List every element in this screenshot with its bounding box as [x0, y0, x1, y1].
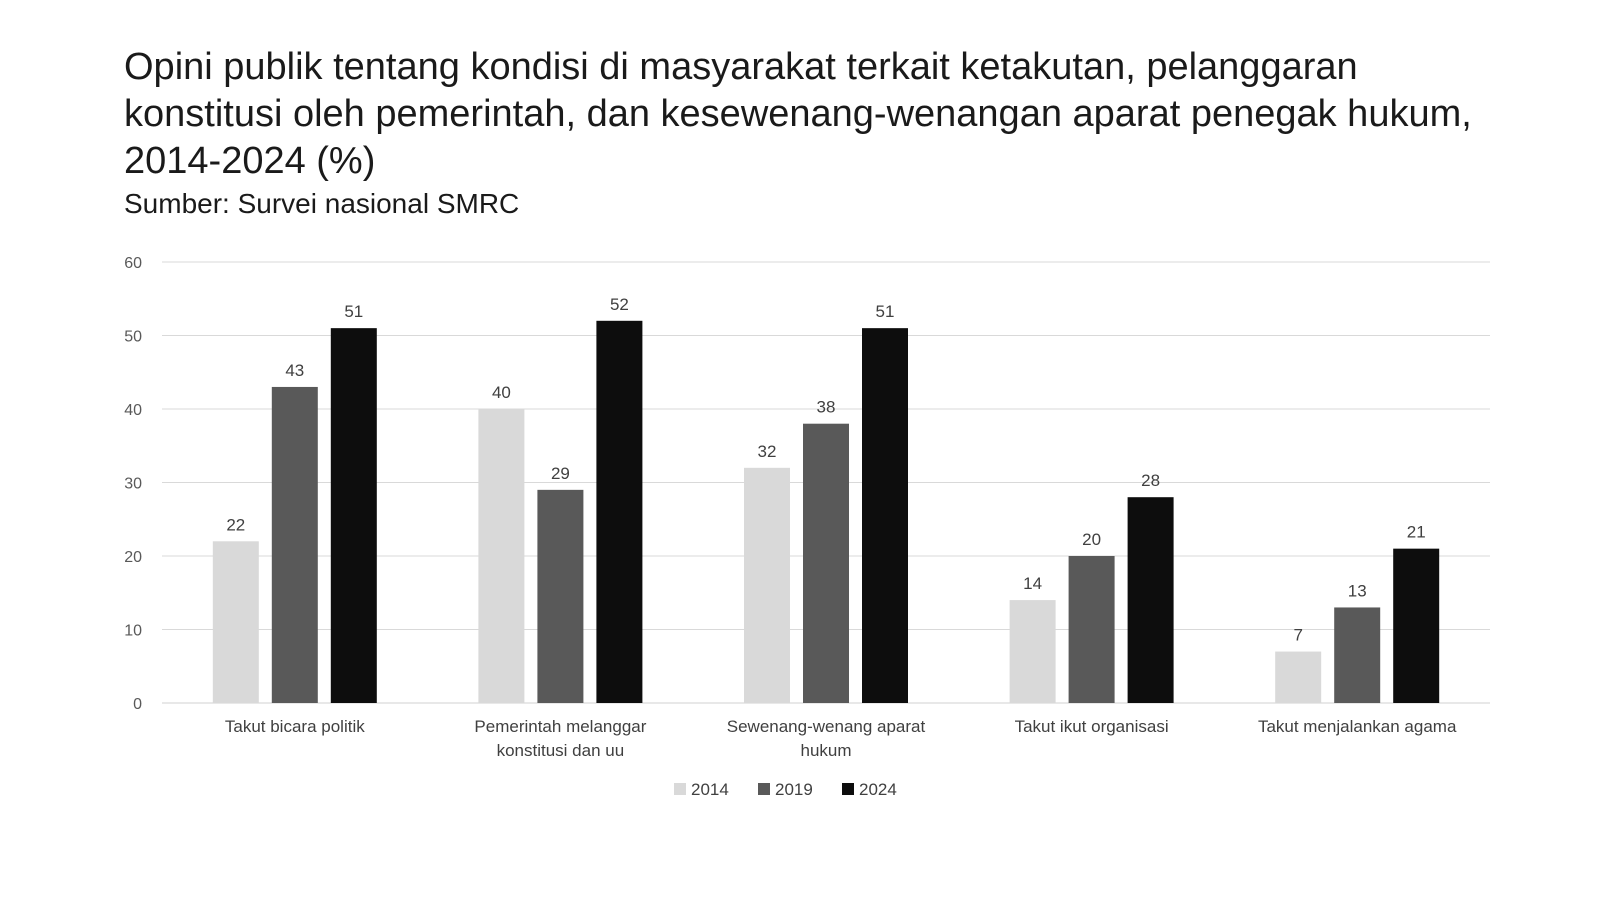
data-label: 14 [1023, 574, 1042, 593]
y-axis: 0 10 20 30 40 50 60 [124, 255, 142, 713]
x-axis: Takut bicara politik Pemerintah melanggar… [225, 717, 1457, 760]
data-label: 40 [492, 383, 511, 402]
data-label: 51 [344, 302, 363, 321]
bar-2014-3 [744, 467, 790, 703]
category-label: Sewenang-wenang aparat [727, 717, 926, 736]
category-label: Pemerintah melanggar [474, 717, 646, 736]
bar-2014-4 [1009, 600, 1056, 703]
bar-2019-2 [537, 489, 584, 703]
category-label: konstitusi dan uu [497, 741, 625, 760]
legend-swatch-2019 [758, 783, 770, 795]
y-tick-label: 50 [124, 329, 142, 346]
y-tick-label: 60 [124, 255, 142, 272]
data-label: 22 [226, 515, 245, 534]
bar-2024-2 [596, 320, 643, 703]
legend: 2014 2019 2024 [674, 780, 897, 799]
data-label: 43 [285, 361, 304, 380]
bar-2019-1 [271, 386, 318, 703]
legend-label-2019: 2019 [775, 780, 813, 799]
data-label: 7 [1293, 626, 1302, 645]
data-label: 29 [551, 464, 570, 483]
data-label: 13 [1348, 581, 1367, 600]
data-label: 38 [817, 398, 836, 417]
bar-2024-4 [1127, 497, 1174, 703]
category-label: Takut bicara politik [225, 717, 365, 736]
legend-swatch-2024 [842, 783, 854, 795]
y-tick-label: 30 [124, 476, 142, 493]
y-tick-label: 20 [124, 549, 142, 566]
data-label: 52 [610, 295, 629, 314]
bars: 22 43 51 40 29 52 32 38 51 14 20 28 7 13 21 [212, 295, 1440, 703]
y-tick-label: 40 [124, 402, 142, 419]
bar-2014-5 [1275, 651, 1322, 703]
bar-2019-4 [1068, 556, 1115, 703]
data-label: 21 [1407, 523, 1426, 542]
y-tick-label: 0 [133, 696, 142, 713]
legend-swatch-2014 [674, 783, 686, 795]
chart-subtitle: Sumber: Survei nasional SMRC [124, 188, 520, 219]
bar-2024-5 [1393, 548, 1440, 703]
category-label: Takut ikut organisasi [1015, 717, 1169, 736]
data-label: 51 [876, 302, 895, 321]
bar-2019-3 [803, 423, 849, 703]
bar-2014-1 [212, 541, 259, 703]
data-label: 20 [1082, 530, 1101, 549]
legend-label-2024: 2024 [859, 780, 897, 799]
legend-label-2014: 2014 [691, 780, 729, 799]
y-tick-label: 10 [124, 623, 142, 640]
bar-2014-2 [478, 409, 525, 703]
chart-title: Opini publik tentang kondisi di masyarak… [124, 46, 1472, 182]
data-label: 28 [1141, 471, 1160, 490]
category-label: Takut menjalankan agama [1258, 717, 1457, 736]
bar-2024-1 [330, 328, 377, 703]
bar-2019-5 [1334, 607, 1381, 703]
bar-2024-3 [862, 328, 908, 703]
data-label: 32 [758, 442, 777, 461]
category-label: hukum [800, 741, 851, 760]
